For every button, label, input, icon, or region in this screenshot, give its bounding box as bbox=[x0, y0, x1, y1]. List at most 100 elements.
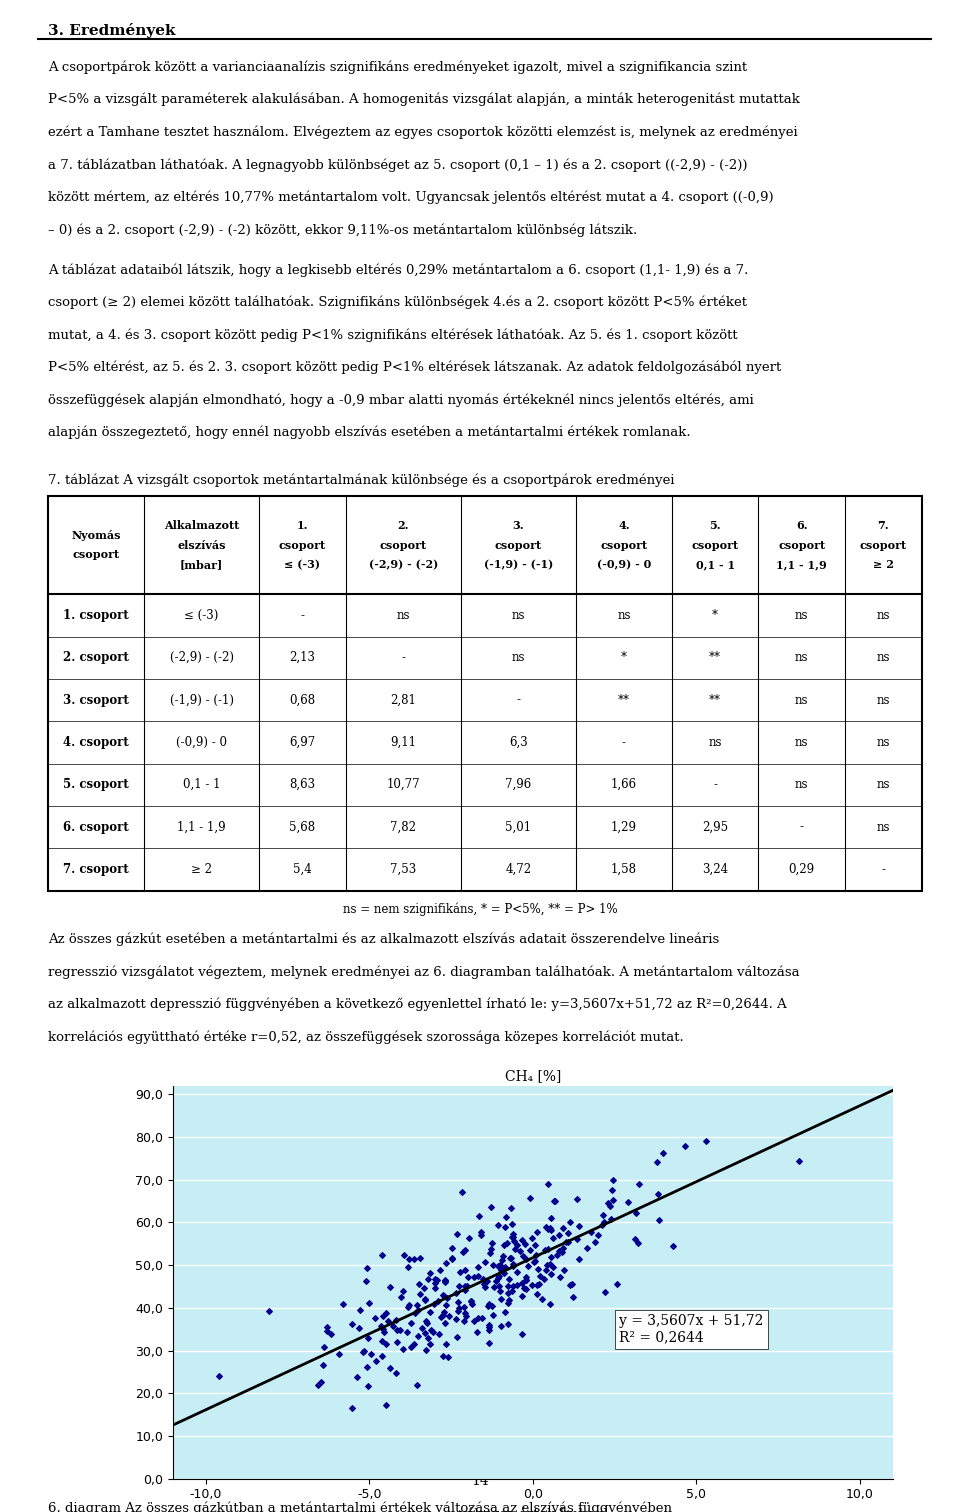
Point bbox=[530, 1256, 545, 1281]
Point bbox=[378, 1394, 394, 1418]
Point bbox=[561, 1229, 576, 1253]
Text: -: - bbox=[516, 694, 520, 706]
Point bbox=[449, 1222, 465, 1246]
Point bbox=[524, 1225, 540, 1249]
Point bbox=[455, 1240, 470, 1264]
Point bbox=[482, 1293, 497, 1317]
Text: 4.: 4. bbox=[618, 520, 630, 531]
Text: Nyomás: Nyomás bbox=[71, 529, 121, 541]
Point bbox=[495, 1232, 511, 1256]
Point bbox=[563, 1210, 578, 1234]
Point bbox=[564, 1272, 580, 1296]
Text: 2,95: 2,95 bbox=[702, 821, 729, 833]
Text: ≥ 2: ≥ 2 bbox=[873, 559, 894, 570]
Point bbox=[554, 1240, 569, 1264]
Text: ns: ns bbox=[876, 779, 890, 791]
Point bbox=[374, 1344, 390, 1368]
Text: 1,1 - 1,9: 1,1 - 1,9 bbox=[178, 821, 226, 833]
Point bbox=[545, 1225, 561, 1249]
Text: mutat, a 4. és 3. csoport között pedig P<1% szignifikáns eltérések láthatóak. Az: mutat, a 4. és 3. csoport között pedig P… bbox=[48, 328, 737, 342]
Point bbox=[523, 1238, 539, 1263]
Point bbox=[427, 1267, 443, 1291]
Text: elszívás: elszívás bbox=[178, 540, 226, 550]
Text: -: - bbox=[713, 779, 717, 791]
Point bbox=[656, 1142, 671, 1166]
Text: 2,81: 2,81 bbox=[391, 694, 416, 706]
Point bbox=[506, 1253, 521, 1278]
Point bbox=[492, 1253, 508, 1278]
Text: a 7. táblázatban láthatóak. A legnagyobb különbséget az 5. csoport (0,1 – 1) és : a 7. táblázatban láthatóak. A legnagyobb… bbox=[48, 159, 748, 171]
Text: 5. csoport: 5. csoport bbox=[63, 779, 129, 791]
Point bbox=[467, 1266, 482, 1290]
Text: ≤ (-3): ≤ (-3) bbox=[184, 609, 219, 621]
Point bbox=[464, 1288, 479, 1312]
Text: 0,29: 0,29 bbox=[788, 863, 815, 875]
Text: ns: ns bbox=[795, 779, 808, 791]
Point bbox=[444, 1246, 459, 1270]
Point bbox=[522, 1185, 538, 1210]
Point bbox=[493, 1258, 509, 1282]
Point bbox=[602, 1194, 617, 1219]
Point bbox=[492, 1279, 508, 1303]
Point bbox=[389, 1317, 404, 1341]
Point bbox=[433, 1258, 448, 1282]
Point bbox=[530, 1282, 545, 1306]
Point bbox=[421, 1261, 437, 1285]
Text: 5,01: 5,01 bbox=[505, 821, 532, 833]
Text: csoport (≥ 2) elemei között találhatóak. Szignifikáns különbségek 4.és a 2. csop: csoport (≥ 2) elemei között találhatóak.… bbox=[48, 295, 747, 308]
Point bbox=[400, 1294, 416, 1318]
Point bbox=[344, 1311, 359, 1335]
Point bbox=[374, 1243, 390, 1267]
Text: **: ** bbox=[709, 652, 721, 664]
Point bbox=[436, 1284, 451, 1308]
Point bbox=[476, 1272, 492, 1296]
Point bbox=[546, 1255, 562, 1279]
Point bbox=[515, 1284, 530, 1308]
Text: 5.: 5. bbox=[709, 520, 721, 531]
Text: P<5% eltérést, az 5. és 2. 3. csoport között pedig P<1% eltérések látszanak. Az : P<5% eltérést, az 5. és 2. 3. csoport kö… bbox=[48, 360, 781, 373]
Point bbox=[526, 1250, 541, 1275]
Point bbox=[473, 1220, 489, 1244]
Text: 2.: 2. bbox=[397, 520, 409, 531]
Point bbox=[540, 1252, 555, 1276]
Point bbox=[320, 1315, 335, 1340]
Point bbox=[603, 1207, 618, 1231]
Point bbox=[484, 1194, 499, 1219]
Point bbox=[382, 1356, 397, 1380]
Point bbox=[532, 1272, 547, 1296]
Text: ns: ns bbox=[876, 694, 890, 706]
Point bbox=[561, 1222, 576, 1246]
Point bbox=[444, 1235, 460, 1259]
Text: 5,68: 5,68 bbox=[289, 821, 316, 833]
Point bbox=[500, 1291, 516, 1315]
Text: (-0,9) - 0: (-0,9) - 0 bbox=[597, 559, 651, 570]
Point bbox=[505, 1225, 520, 1249]
Point bbox=[597, 1281, 612, 1305]
Point bbox=[485, 1303, 500, 1328]
Point bbox=[542, 1293, 558, 1317]
Point bbox=[496, 1261, 512, 1285]
Point bbox=[407, 1246, 422, 1270]
Text: korrelációs együttható értéke r=0,52, az összefüggések szorossága közepes korrel: korrelációs együttható értéke r=0,52, az… bbox=[48, 1030, 684, 1043]
Text: ns: ns bbox=[795, 609, 808, 621]
Point bbox=[497, 1255, 513, 1279]
Point bbox=[518, 1276, 534, 1300]
Point bbox=[359, 1355, 374, 1379]
Point bbox=[431, 1321, 446, 1346]
Text: 1,58: 1,58 bbox=[611, 863, 637, 875]
Point bbox=[503, 1196, 518, 1220]
Point bbox=[356, 1340, 372, 1364]
Point bbox=[483, 1237, 498, 1261]
Point bbox=[502, 1246, 517, 1270]
Bar bbox=[48, 496, 922, 891]
Point bbox=[352, 1297, 368, 1321]
Text: 10,77: 10,77 bbox=[386, 779, 420, 791]
Point bbox=[547, 1190, 563, 1214]
Point bbox=[484, 1294, 499, 1318]
Text: az alkalmazott depresszió függvényében a következő egyenlettel írható le: y=3,56: az alkalmazott depresszió függvényében a… bbox=[48, 998, 787, 1012]
Point bbox=[434, 1305, 449, 1329]
Text: 3. Eredmények: 3. Eredmények bbox=[48, 23, 176, 38]
Point bbox=[527, 1249, 542, 1273]
Point bbox=[503, 1246, 518, 1270]
Point bbox=[650, 1151, 665, 1175]
